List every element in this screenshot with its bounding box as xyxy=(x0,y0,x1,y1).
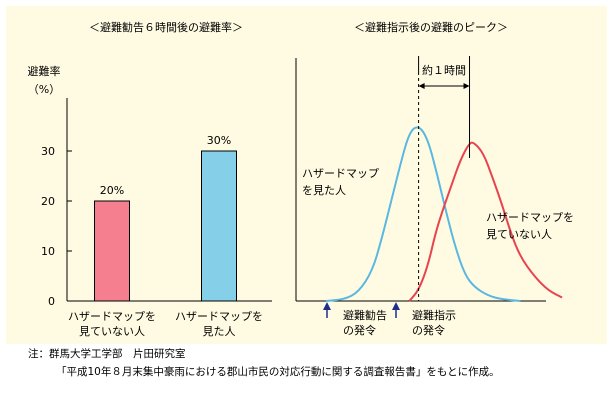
line-chart-title: ＜避難指示後の避難のピーク＞ xyxy=(354,20,508,34)
series-label-with-map: ハザードマップ xyxy=(302,167,379,180)
bar-category-label: ハザードマップを xyxy=(68,310,156,323)
bar-y-tick-label: 20 xyxy=(41,195,55,208)
series-label-without-map: ハザードマップを xyxy=(486,211,574,224)
series-label-with-map: を見た人 xyxy=(302,184,346,197)
bar-category-label: 見た人 xyxy=(203,325,236,338)
bar-y-tick-label: 10 xyxy=(41,245,55,258)
bar-y-axis-unit: （%） xyxy=(28,83,60,96)
interval-label: 約１時間 xyxy=(422,63,466,77)
order-label: 避難指示 xyxy=(412,308,456,322)
bar-y-tick-label: 0 xyxy=(48,295,55,308)
bar-category-label: 見ていない人 xyxy=(79,325,145,338)
bar-data-label: 30% xyxy=(207,134,231,147)
order-label: の発令 xyxy=(412,323,445,337)
line-chart: 約１時間ハザードマップを見た人ハザードマップを見ていない人避難勧告の発令避難指示… xyxy=(295,56,574,337)
footnote-source: 注：群馬大学工学部 片田研究室 xyxy=(28,348,186,360)
advisory-arrow-head xyxy=(323,302,331,310)
footnote-report: 「平成10年８月末集中豪雨における郡山市民の対応行動に関する調査報告書」をもとに… xyxy=(56,366,500,378)
series-line xyxy=(325,126,521,302)
bar-y-tick-label: 30 xyxy=(41,145,55,158)
advisory-label: の発令 xyxy=(343,323,376,337)
bar xyxy=(94,200,130,302)
bar-y-axis-label: 避難率 xyxy=(28,64,61,78)
interval-arrow-left xyxy=(418,83,425,89)
bar-category-label: ハザードマップを xyxy=(175,310,263,323)
bar-chart-title: ＜避難勧告６時間後の避難率＞ xyxy=(89,20,243,34)
chart-panel: ＜避難勧告６時間後の避難率＞ 避難率 （%） 0 10 20 30 20% ハザードマップ… xyxy=(6,6,607,344)
charts-svg: ＜避難勧告６時間後の避難率＞ 避難率 （%） 0 10 20 30 20% ハザードマップ… xyxy=(28,20,575,338)
advisory-label: 避難勧告 xyxy=(343,308,387,322)
interval-arrow-right xyxy=(463,83,470,89)
bar-data-label: 20% xyxy=(100,184,124,197)
series-line xyxy=(408,141,563,302)
bar xyxy=(201,150,237,302)
order-arrow-head xyxy=(392,302,400,310)
series-label-without-map: 見ていない人 xyxy=(486,228,552,241)
